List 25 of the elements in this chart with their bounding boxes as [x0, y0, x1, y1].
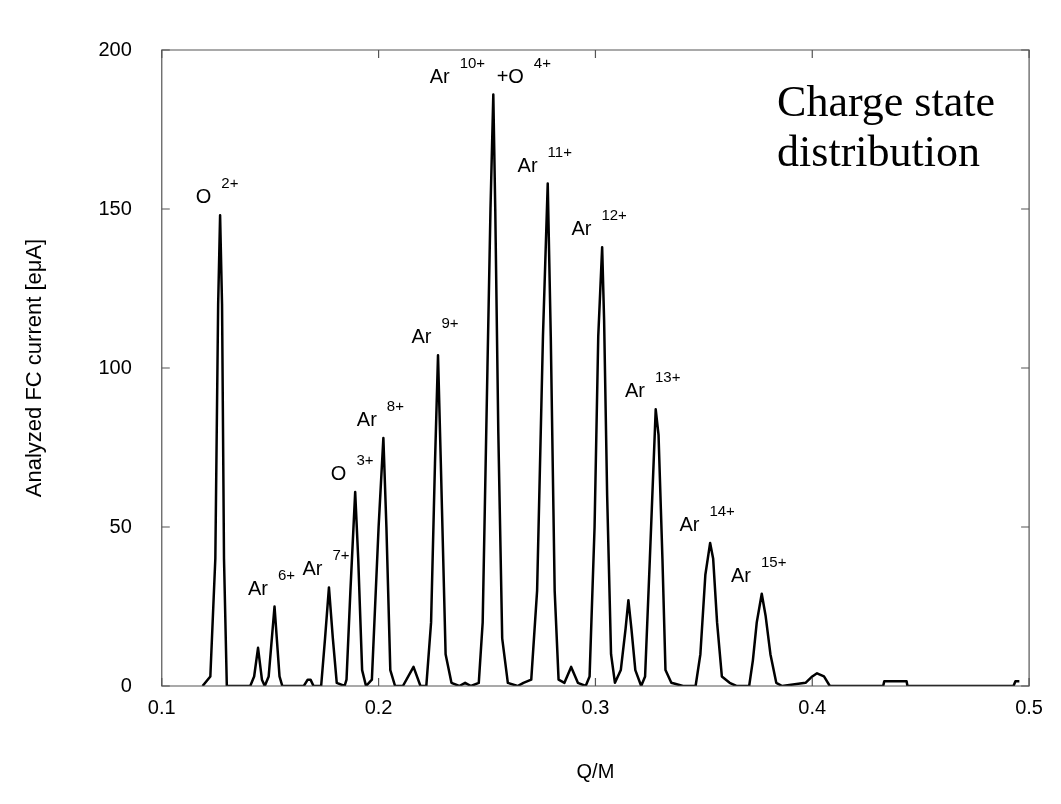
y-axis-title: Analyzed FC current [eμA]: [21, 238, 47, 498]
annotation: Ar12+: [571, 206, 628, 240]
annotation: Ar7+: [302, 546, 350, 580]
annotation: Ar10+ +O4+: [429, 53, 552, 87]
y-tick-label: 150: [98, 196, 132, 219]
annotation: Ar6+: [247, 565, 296, 599]
x-axis-title: Q/M: [576, 759, 615, 782]
x-tick-label: 0.4: [798, 695, 827, 718]
annotation: Charge state distribution: [777, 77, 995, 176]
y-tick-label: 200: [98, 37, 132, 60]
annotation: Ar14+: [679, 501, 736, 535]
annotation: O2+: [195, 174, 239, 208]
annotation: Ar13+: [624, 368, 681, 402]
x-tick-label: 0.2: [364, 695, 393, 718]
annotation: Ar11+: [517, 142, 573, 176]
y-tick-label: 0: [120, 673, 132, 696]
annotation: Ar15+: [731, 552, 787, 586]
y-tick-label: 50: [109, 514, 132, 537]
annotation: Ar9+: [411, 314, 459, 348]
annotation: Ar8+: [356, 396, 405, 430]
x-tick-label: 0.5: [1015, 695, 1043, 718]
x-tick-label: 0.1: [147, 695, 176, 718]
annotation: O3+: [330, 451, 374, 485]
y-tick-label: 100: [98, 355, 132, 378]
x-tick-label: 0.3: [581, 695, 610, 718]
